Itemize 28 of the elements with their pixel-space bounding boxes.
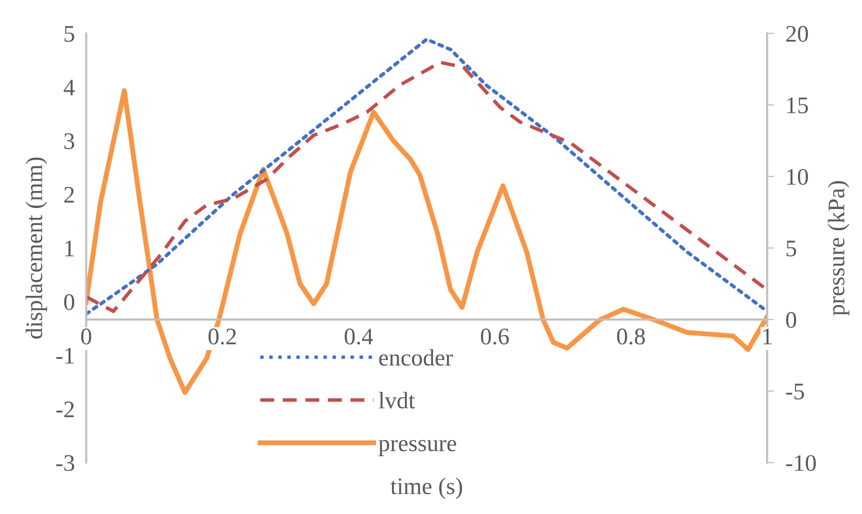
legend-label: pressure xyxy=(378,440,456,456)
y2-tick-label: 10 xyxy=(787,168,808,185)
y2-tick-label: 15 xyxy=(787,98,808,114)
x-tick-label: 0.2 xyxy=(208,328,236,345)
legend-label: lvdt xyxy=(378,392,415,408)
y-tick-label: -2 xyxy=(56,402,74,418)
y-tick-label: 1 xyxy=(65,240,74,256)
legend-label: encoder xyxy=(379,349,453,366)
y2-tick-label: -5 xyxy=(786,384,804,400)
y-tick-label: 4 xyxy=(64,80,75,96)
y-tick-label: -3 xyxy=(56,455,74,472)
y2-tick-label: 5 xyxy=(786,240,796,256)
y2-tick-label: 20 xyxy=(786,26,808,42)
x-tick-label: 1 xyxy=(763,328,772,344)
y-tick-label: -1 xyxy=(56,348,74,364)
y2-tick-label: 0 xyxy=(786,312,796,328)
y-tick-label: 0 xyxy=(64,294,74,310)
y2-axis-title: pressure (kPa) xyxy=(828,181,850,316)
y2-tick-label: -10 xyxy=(786,455,816,472)
x-axis-title: time (s) xyxy=(390,478,462,500)
x-tick-label: 0.8 xyxy=(617,328,645,345)
x-tick-label: 0.6 xyxy=(480,328,509,345)
x-tick-label: 0 xyxy=(81,328,92,344)
y-axis-title: displacement (mm) xyxy=(26,158,48,339)
y-tick-label: 5 xyxy=(64,26,74,42)
y-tick-label: 2 xyxy=(64,186,74,203)
x-tick-label: 0.4 xyxy=(344,328,373,345)
y-tick-label: 3 xyxy=(64,133,74,150)
